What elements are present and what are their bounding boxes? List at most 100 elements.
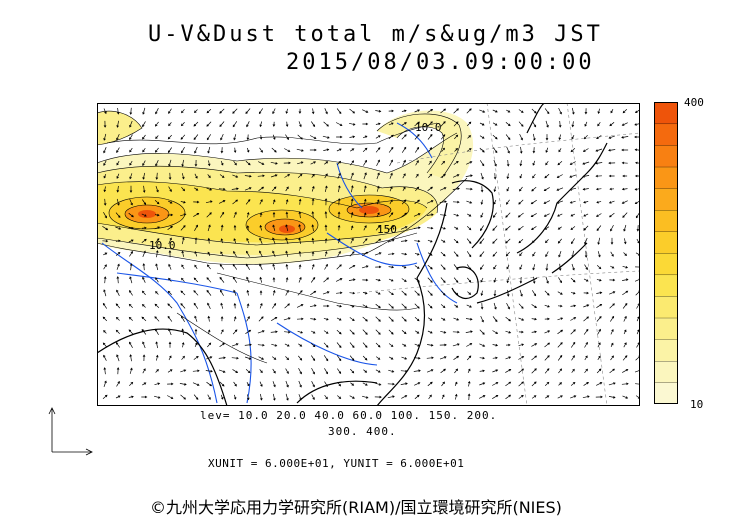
wind-vector	[350, 382, 355, 386]
wind-vector	[531, 343, 538, 347]
wind-vector	[180, 122, 185, 127]
wind-vector	[154, 316, 160, 322]
wind-vector	[439, 343, 447, 347]
wind-vector	[452, 343, 460, 347]
wind-vector	[543, 187, 550, 191]
wind-vector	[362, 329, 368, 335]
wind-vector	[374, 252, 382, 256]
wind-vector	[467, 291, 472, 295]
wind-vector	[427, 343, 434, 347]
contour-levels-line2: 300. 400.	[328, 425, 397, 438]
contour-label-west: 10.0	[149, 239, 176, 252]
wind-vector	[233, 224, 237, 231]
wind-vector	[634, 135, 640, 139]
wind-vector	[505, 134, 511, 141]
wind-vector	[116, 120, 119, 128]
wind-vector	[362, 395, 369, 399]
wind-vector	[544, 355, 550, 361]
colorbar-cell	[654, 295, 678, 319]
wind-vector	[362, 382, 368, 386]
wind-vector	[441, 394, 445, 400]
wind-vector	[532, 264, 536, 271]
wind-vector	[571, 368, 575, 373]
wind-vector	[349, 291, 356, 295]
wind-vector	[244, 174, 252, 178]
wind-vector	[389, 186, 393, 192]
wind-vector	[128, 239, 134, 243]
wind-vector	[103, 198, 107, 206]
wind-vector	[259, 250, 263, 258]
wind-vector	[545, 276, 549, 284]
wind-vector	[583, 278, 589, 282]
wind-vector	[545, 239, 549, 244]
wind-vector	[609, 212, 615, 218]
wind-vector	[453, 238, 459, 244]
wind-vector	[623, 315, 627, 322]
wind-vector	[622, 395, 629, 399]
wind-vector	[466, 251, 472, 258]
wind-vector	[245, 263, 250, 270]
wind-vector	[116, 263, 120, 270]
wind-vector	[285, 134, 289, 140]
wind-vector	[387, 382, 395, 386]
wind-vector	[414, 290, 420, 296]
wind-vector	[376, 185, 380, 192]
wind-vector	[582, 148, 589, 152]
wind-vector	[337, 250, 341, 257]
wind-vector	[116, 354, 120, 362]
wind-vector	[311, 121, 316, 128]
wind-vector	[375, 329, 381, 335]
wind-vector	[402, 159, 406, 166]
wind-vector	[154, 226, 161, 230]
wind-vector	[180, 303, 186, 309]
wind-vector	[439, 356, 447, 360]
reference-vector-icon	[48, 407, 93, 456]
wind-vector	[570, 304, 577, 308]
wind-vector	[142, 341, 146, 349]
wind-vector	[284, 174, 291, 178]
wind-vector	[452, 174, 460, 178]
wind-vector	[103, 380, 107, 388]
wind-vector	[311, 237, 315, 244]
wind-vector	[544, 330, 551, 334]
wind-vector	[103, 212, 107, 219]
wind-vector	[596, 315, 602, 322]
wind-vector	[543, 200, 551, 204]
wind-vector	[530, 199, 537, 205]
wind-vector	[363, 198, 367, 205]
wind-vector	[427, 264, 433, 270]
wind-vector	[388, 252, 395, 256]
rivers	[101, 122, 458, 404]
wind-vector	[115, 317, 120, 321]
wind-vector	[272, 224, 276, 231]
wind-vector	[129, 263, 133, 271]
wind-vector	[297, 173, 303, 178]
wind-vector	[246, 134, 250, 141]
wind-vector	[465, 174, 473, 177]
wind-vector	[506, 277, 510, 284]
wind-vector	[518, 121, 524, 127]
wind-vector	[570, 381, 576, 386]
wind-vector	[194, 224, 198, 231]
wind-vector	[232, 263, 238, 270]
wind-vector	[168, 186, 172, 192]
wind-vector	[480, 303, 484, 310]
wind-vector	[142, 185, 146, 193]
wind-vector	[426, 369, 434, 373]
wind-vector	[427, 290, 433, 296]
wind-vector	[168, 172, 172, 180]
wind-vector	[155, 250, 159, 258]
wind-vector	[337, 381, 342, 387]
wind-vector	[141, 316, 147, 322]
wind-vector	[506, 289, 510, 297]
wind-vector	[466, 238, 472, 244]
wind-vector	[376, 159, 380, 167]
wind-vector	[634, 123, 640, 126]
wind-vector	[336, 108, 342, 115]
wind-vector	[349, 329, 355, 335]
wind-vector	[623, 342, 627, 348]
wind-vector	[596, 135, 602, 139]
wind-vector	[323, 121, 329, 127]
wind-vector	[387, 239, 395, 243]
wind-vector	[466, 108, 472, 114]
